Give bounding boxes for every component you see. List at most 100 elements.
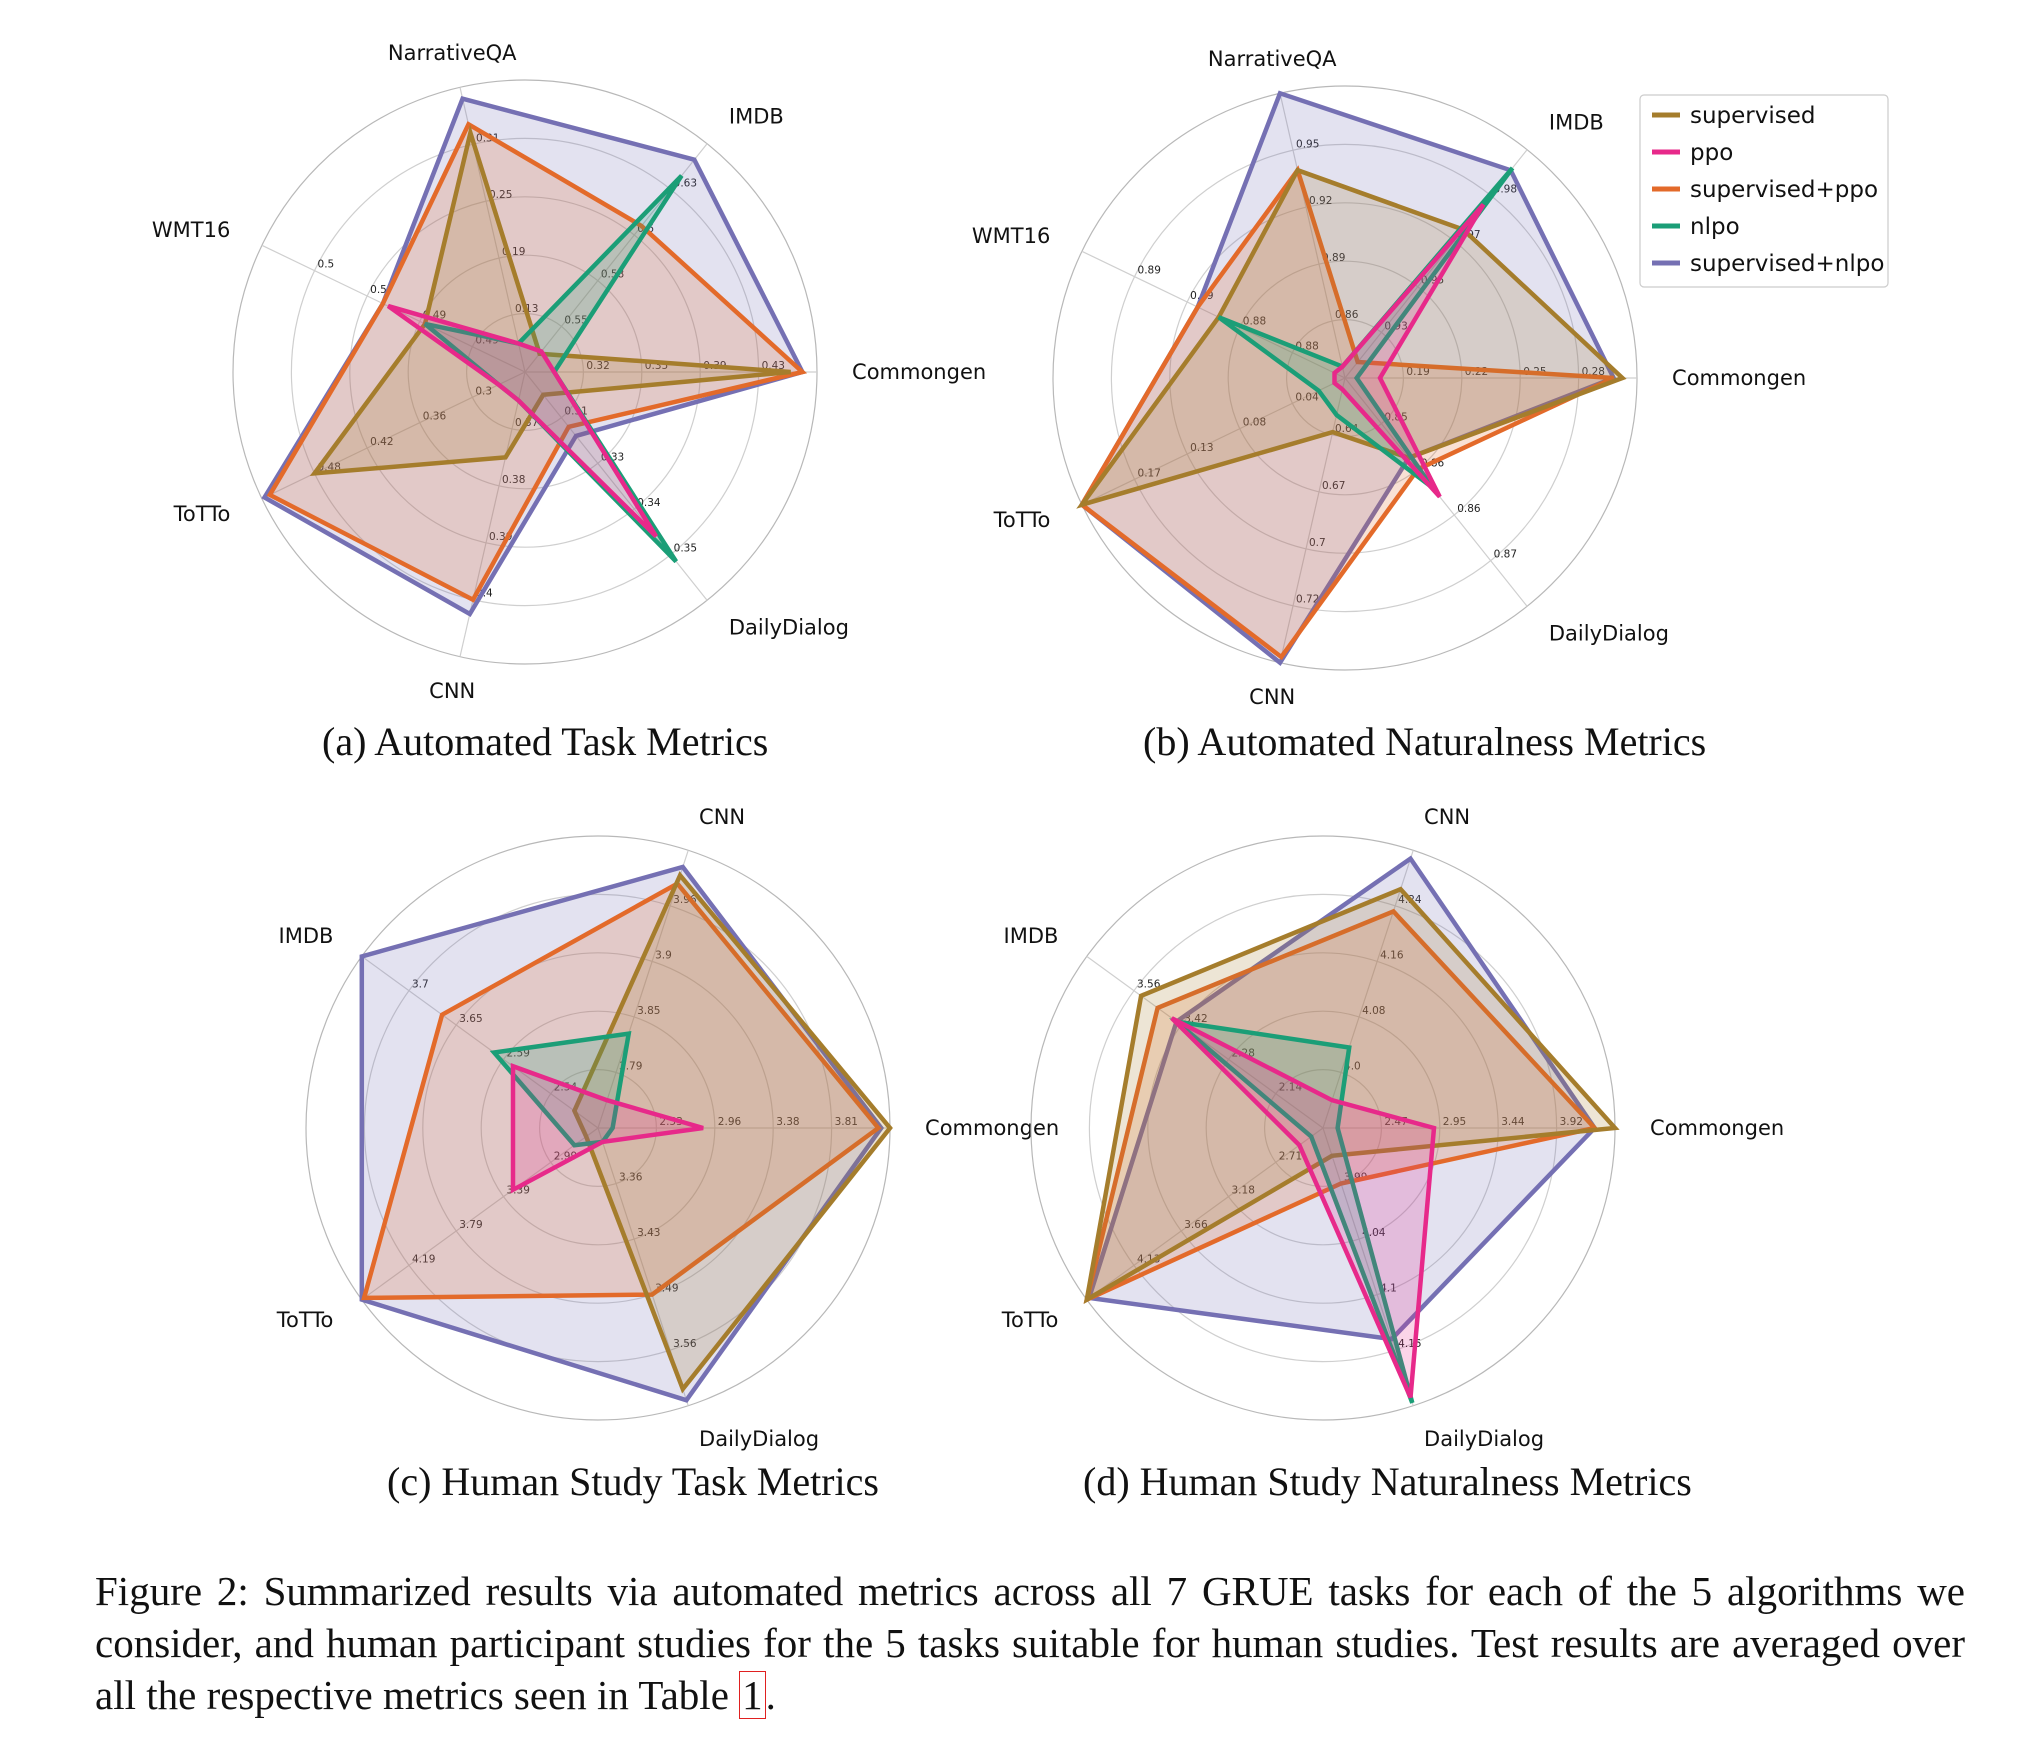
tick-label: 0.04: [1295, 391, 1319, 403]
series-nlpo-polygon: [1217, 166, 1515, 490]
series-ppo-polygon: [1170, 1016, 1437, 1399]
axis-spoke: [1081, 250, 1346, 379]
axis-label-imdb: IMDB: [279, 924, 334, 948]
axis-label-totto: ToTTo: [1001, 1308, 1059, 1332]
axis-spoke: [261, 371, 526, 500]
axis-label-dailydialog: DailyDialog: [729, 616, 849, 640]
series-supervised-polygon: [1083, 886, 1620, 1305]
tick-label: 0.88: [1243, 315, 1266, 327]
tick-label: 0.17: [1138, 467, 1161, 479]
axis-label-cnn: CNN: [1424, 805, 1470, 829]
axis-label-commongen: Commongen: [925, 1116, 1059, 1140]
tick-label: 0.3: [475, 385, 492, 397]
legend-item-nlpo: nlpo: [1690, 214, 1740, 240]
axis-spoke: [1081, 377, 1346, 506]
axis-label-narrativeqa: NarrativeQA: [1208, 47, 1337, 71]
tick-label: 0.25: [489, 189, 512, 201]
axis-spoke: [524, 371, 708, 601]
tick-label: 0.19: [1406, 366, 1429, 378]
axis-label-narrativeqa: NarrativeQA: [388, 41, 517, 65]
tick-label: 0.95: [1296, 138, 1319, 150]
axis-spoke: [1086, 955, 1324, 1129]
subcaption-a: (a) Automated Task Metrics: [322, 719, 769, 764]
tick-label: 2.95: [1443, 1116, 1466, 1128]
axis-label-totto: ToTTo: [276, 1308, 334, 1332]
tick-label: 0.7: [1309, 537, 1326, 549]
tick-label: 0.13: [1190, 442, 1213, 454]
legend-item-ppo: ppo: [1690, 140, 1733, 166]
series-ppo-polygon: [1332, 203, 1486, 499]
axis-label-commongen: Commongen: [1650, 1116, 1784, 1140]
axis-label-wmt16: WMT16: [152, 218, 230, 242]
legend-item-supervised-plus-ppo: supervised+ppo: [1690, 177, 1878, 203]
axis-spoke: [361, 1127, 599, 1301]
legend-item-supervised: supervised: [1690, 103, 1816, 129]
subcaption-d: (d) Human Study Naturalness Metrics: [1083, 1459, 1692, 1504]
tick-label: 0.38: [502, 474, 525, 486]
legend-item-supervised-plus-nlpo: supervised+nlpo: [1690, 251, 1884, 277]
tick-label: 0.42: [370, 436, 393, 448]
tick-label: 0.87: [1494, 549, 1517, 561]
series-supervised-polygon: [571, 871, 893, 1394]
axis-label-commongen: Commongen: [1672, 366, 1806, 390]
tick-label: 0.55: [564, 314, 587, 326]
series-supervised-polygon: [1076, 167, 1627, 509]
series-supervised-plus-ppo-polygon: [266, 121, 808, 603]
tick-label: 3.44: [1501, 1116, 1525, 1128]
tick-label: 0.5: [370, 284, 387, 296]
axis-label-dailydialog: DailyDialog: [1424, 1427, 1544, 1451]
tick-label: 3.18: [1232, 1185, 1255, 1197]
axis-spoke: [1279, 93, 1346, 379]
subcaption-c: (c) Human Study Task Metrics: [387, 1459, 879, 1504]
tick-label: 3.65: [459, 1013, 482, 1025]
tick-label: 3.38: [776, 1116, 799, 1128]
tick-label: 2.14: [1279, 1082, 1303, 1094]
table-reference-link[interactable]: 1: [739, 1671, 766, 1719]
tick-label: 3.85: [637, 1005, 660, 1017]
series-supervised-plus-ppo-polygon: [1078, 165, 1615, 661]
axis-spoke: [1322, 850, 1414, 1129]
tick-label: 3.79: [459, 1219, 482, 1231]
tick-label: 3.92: [1560, 1116, 1583, 1128]
axis-label-totto: ToTTo: [173, 502, 231, 526]
axis-label-wmt16: WMT16: [972, 224, 1050, 248]
legend-box: [1639, 94, 1889, 288]
axis-label-cnn: CNN: [1249, 685, 1295, 709]
figure-caption-end: .: [765, 1672, 776, 1718]
axis-spoke: [1086, 1127, 1324, 1301]
tick-label: 0.86: [1457, 503, 1481, 515]
axis-spoke: [1279, 377, 1346, 663]
figure-caption-text: Figure 2: Summarized results via automat…: [95, 1568, 1965, 1718]
tick-label: 4.16: [1380, 949, 1404, 961]
tick-label: 3.56: [673, 1338, 697, 1350]
axis-label-dailydialog: DailyDialog: [1549, 622, 1669, 646]
axis-spoke: [361, 955, 599, 1129]
axis-label-imdb: IMDB: [1549, 110, 1604, 134]
series-nlpo-polygon: [1169, 1018, 1415, 1404]
axis-label-cnn: CNN: [699, 805, 745, 829]
tick-label: 0.5: [318, 259, 335, 271]
tick-label: 3.36: [619, 1172, 643, 1184]
tick-label: 2.71: [1279, 1150, 1302, 1162]
tick-label: 4.19: [412, 1253, 435, 1265]
tick-label: 0.32: [586, 360, 609, 372]
tick-label: 3.7: [412, 979, 429, 991]
axis-label-commongen: Commongen: [852, 360, 986, 384]
axis-label-dailydialog: DailyDialog: [699, 1427, 819, 1451]
tick-label: 3.66: [1184, 1219, 1208, 1231]
tick-label: 0.92: [1309, 195, 1332, 207]
axis-label-imdb: IMDB: [1004, 924, 1059, 948]
tick-label: 2.96: [718, 1116, 742, 1128]
subcaption-b: (b) Automated Naturalness Metrics: [1143, 719, 1707, 764]
axis-label-imdb: IMDB: [729, 104, 784, 128]
tick-label: 3.56: [1137, 979, 1161, 991]
tick-label: 0.36: [423, 411, 447, 423]
legend: supervised ppo supervised+ppo nlpo supervise…: [1639, 94, 1889, 288]
tick-label: 4.08: [1362, 1005, 1385, 1017]
tick-label: 0.89: [1138, 265, 1161, 277]
tick-label: 0.67: [1322, 480, 1345, 492]
